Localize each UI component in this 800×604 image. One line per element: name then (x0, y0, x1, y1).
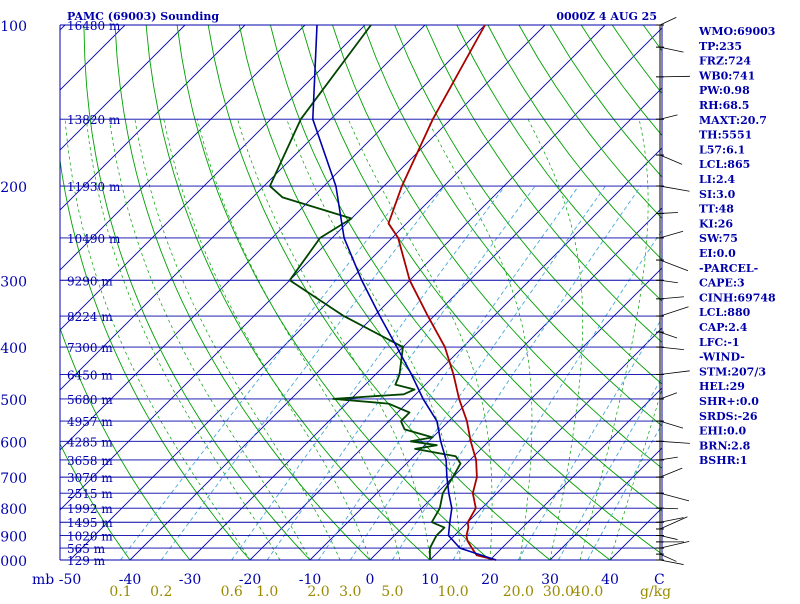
pressure-label: 1000 (0, 554, 27, 570)
mixing-ratio-label: 30.0 (543, 584, 574, 600)
chart-title: PAMC (69003) Sounding (67, 10, 219, 23)
sounding-index: SHR+:0.0 (699, 395, 759, 408)
mixing-ratio-label: 20.0 (503, 584, 534, 600)
height-label: 4285 m (67, 435, 113, 449)
pressure-label: 400 (0, 341, 27, 357)
sounding-index: SRDS:-26 (699, 410, 758, 423)
pressure-label: 900 (0, 530, 27, 546)
sounding-index: RH:68.5 (699, 99, 749, 112)
axis-mb-label: mb (32, 572, 54, 588)
mixing-ratio-label: 3.0 (339, 584, 361, 600)
mixing-ratio-label: 10.0 (438, 584, 469, 600)
sounding-index: MAXT:20.7 (699, 114, 767, 127)
sounding-index: LCL:880 (699, 306, 751, 319)
sounding-index: L57:6.1 (699, 143, 745, 156)
sounding-index: EHI:0.0 (699, 425, 746, 438)
temperature-tick-label: 0 (366, 572, 375, 588)
height-label: 4957 m (67, 415, 113, 429)
height-label: 10490 m (67, 232, 121, 246)
height-label: 13820 m (67, 113, 121, 127)
temperature-tick-label: 40 (601, 572, 619, 588)
temperature-tick-label: -50 (59, 572, 82, 588)
mixing-ratio-label: 1.0 (256, 584, 278, 600)
height-label: 1495 m (67, 516, 113, 530)
mixing-unit-label: g/kg (640, 584, 671, 600)
height-label: 3070 m (67, 471, 113, 485)
pressure-label: 100 (0, 19, 27, 35)
sounding-index: CAPE:3 (699, 277, 745, 290)
height-label: 5680 m (67, 393, 113, 407)
sounding-index: CINH:69748 (699, 291, 776, 304)
height-label: 11930 m (67, 180, 121, 194)
sounding-index: LI:2.4 (699, 173, 735, 186)
pressure-label: 300 (0, 274, 27, 290)
sounding-index: TP:235 (699, 40, 742, 53)
mixing-ratio-label: 2.0 (307, 584, 329, 600)
sounding-index: LFC:-1 (699, 336, 740, 349)
pressure-label: 500 (0, 393, 27, 409)
sounding-index: LCL:865 (699, 158, 750, 171)
pressure-label: 700 (0, 471, 27, 487)
sounding-index: -WIND- (699, 351, 745, 364)
mixing-ratio-label: 40.0 (572, 584, 603, 600)
sounding-index: SW:75 (699, 232, 738, 245)
mixing-ratio-label: 5.0 (381, 584, 403, 600)
height-label: 2515 m (67, 487, 113, 501)
height-label: 7300 m (67, 341, 113, 355)
sounding-index: -PARCEL- (699, 262, 758, 275)
sounding-index: WB0:741 (698, 69, 755, 82)
chart-datetime: 0000Z 4 AUG 25 (556, 10, 657, 23)
sounding-index: EI:0.0 (699, 247, 736, 260)
height-label: 1992 m (67, 502, 113, 516)
pressure-label: 600 (0, 435, 27, 451)
height-label: 6450 m (67, 368, 113, 382)
sounding-index: KI:26 (699, 217, 733, 230)
wind-barb (660, 76, 690, 77)
sounding-index: TH:5551 (699, 129, 752, 142)
mixing-ratio-label: 0.6 (221, 584, 243, 600)
temperature-tick-label: -30 (179, 572, 202, 588)
sounding-index: SI:3.0 (699, 188, 736, 201)
temperature-tick-label: 10 (421, 572, 439, 588)
temperature-tick-label: 20 (481, 572, 499, 588)
sounding-index: PW:0.98 (699, 84, 750, 97)
height-label: 9290 m (67, 274, 113, 288)
height-label: 3658 m (67, 454, 113, 468)
mixing-ratio-label: 0.2 (150, 584, 172, 600)
sounding-index: BRN:2.8 (699, 439, 751, 452)
sounding-index: TT:48 (699, 203, 734, 216)
mixing-ratio-label: 0.1 (109, 584, 131, 600)
sounding-index: WMO:69003 (698, 25, 775, 38)
pressure-label: 200 (0, 180, 27, 196)
sounding-index: HEL:29 (699, 380, 745, 393)
height-label: 8224 m (67, 310, 113, 324)
height-label: 129 m (67, 554, 106, 568)
sounding-index: CAP:2.4 (699, 321, 748, 334)
sounding-index: BSHR:1 (699, 454, 748, 467)
pressure-label: 800 (0, 502, 27, 518)
sounding-index: STM:207/3 (699, 365, 766, 378)
sounding-index: FRZ:724 (699, 55, 751, 68)
